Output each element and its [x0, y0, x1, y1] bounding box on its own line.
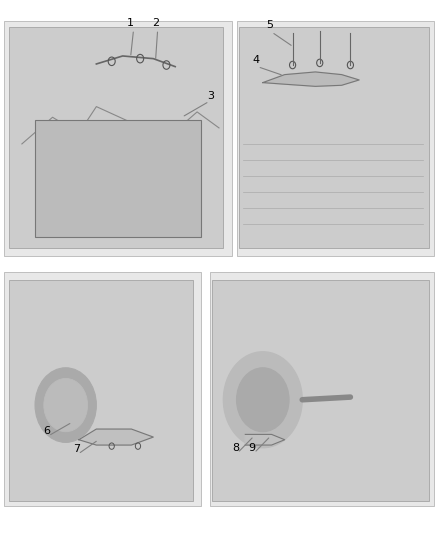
Bar: [35, 120, 201, 237]
Text: 5: 5: [266, 20, 273, 30]
Text: 6: 6: [43, 426, 50, 436]
Text: 9: 9: [249, 443, 256, 453]
Bar: [9, 280, 193, 501]
Circle shape: [223, 352, 302, 448]
Text: 1: 1: [127, 18, 134, 28]
Bar: [237, 21, 434, 256]
Bar: [4, 272, 201, 506]
Polygon shape: [79, 429, 153, 445]
Circle shape: [237, 368, 289, 432]
Bar: [239, 27, 429, 248]
Bar: [4, 21, 232, 256]
Text: 2: 2: [152, 18, 159, 28]
Text: 7: 7: [73, 444, 80, 454]
Circle shape: [44, 378, 88, 432]
Text: 3: 3: [208, 91, 215, 101]
Text: 8: 8: [232, 443, 239, 453]
Polygon shape: [263, 72, 359, 86]
Bar: [210, 272, 434, 506]
Polygon shape: [245, 434, 285, 445]
Bar: [212, 280, 429, 501]
Circle shape: [35, 368, 96, 442]
Bar: [9, 27, 223, 248]
Text: 4: 4: [252, 55, 259, 65]
